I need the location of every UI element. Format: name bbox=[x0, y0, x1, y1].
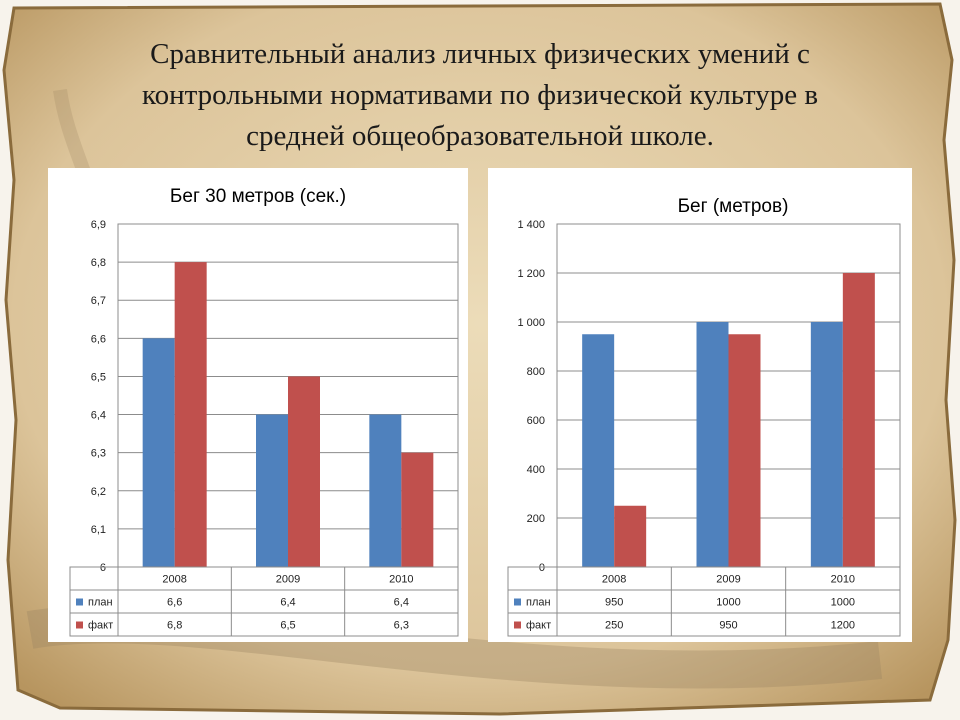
bar-план-2009 bbox=[256, 414, 288, 567]
x-category-label: 2009 bbox=[716, 574, 740, 586]
bar-факт-2008 bbox=[614, 505, 647, 567]
x-category-label: 2010 bbox=[389, 574, 413, 586]
data-label: 6,4 bbox=[394, 597, 409, 609]
data-label: 6,5 bbox=[280, 620, 295, 632]
bar-план-2008 bbox=[142, 338, 175, 567]
y-tick-label: 6,2 bbox=[91, 486, 106, 498]
y-tick-label: 6,7 bbox=[91, 295, 106, 307]
y-tick-label: 400 bbox=[527, 464, 545, 476]
data-label: 1200 bbox=[831, 620, 855, 632]
x-category-label: 2009 bbox=[276, 574, 300, 586]
y-tick-label: 6,1 bbox=[91, 524, 106, 536]
y-tick-label: 1 000 bbox=[517, 317, 545, 329]
chart-title: Бег (метров) bbox=[678, 196, 789, 217]
data-label: 950 bbox=[605, 597, 623, 609]
x-category-label: 2008 bbox=[602, 574, 626, 586]
legend-swatch-факт bbox=[514, 621, 521, 629]
bar-факт-2010 bbox=[401, 452, 434, 567]
bar-факт-2008 bbox=[174, 262, 207, 567]
y-tick-label: 6 bbox=[100, 562, 106, 574]
data-label: 1000 bbox=[716, 597, 740, 609]
bar-план-2010 bbox=[369, 414, 402, 567]
data-label: 6,4 bbox=[280, 597, 295, 609]
x-category-label: 2010 bbox=[831, 574, 855, 586]
y-tick-label: 6,4 bbox=[91, 410, 106, 422]
data-label: 6,3 bbox=[394, 620, 409, 632]
legend-label: план bbox=[526, 597, 551, 609]
legend-swatch-план bbox=[514, 598, 521, 606]
legend-label: факт bbox=[526, 620, 551, 632]
x-category-label: 2008 bbox=[162, 574, 186, 586]
chart-panel-run-meters: Бег (метров) 0 200 400 600 800 1 000 1 200 1 400… bbox=[488, 168, 912, 642]
chart-title: Бег 30 метров (сек.) bbox=[170, 186, 346, 207]
slide-title: Сравнительный анализ личных физических у… bbox=[80, 34, 880, 157]
legend-label: план bbox=[88, 597, 113, 609]
y-tick-label: 6,6 bbox=[91, 333, 106, 345]
y-tick-label: 200 bbox=[527, 513, 545, 525]
chart-panel-run-30m: Бег 30 метров (сек.) 6 6,1 6,2 6,3 6,4 6,5 6,6 6… bbox=[48, 168, 468, 642]
chart-run-meters: Бег (метров) 0 200 400 600 800 1 000 1 200 1 400… bbox=[507, 196, 901, 637]
bar-план-2010 bbox=[810, 322, 843, 567]
y-tick-label: 6,9 bbox=[91, 219, 106, 231]
data-label: 950 bbox=[719, 620, 737, 632]
y-tick-label: 6,8 bbox=[91, 257, 106, 269]
legend-swatch-факт bbox=[76, 621, 83, 629]
bar-факт-2010 bbox=[842, 273, 875, 567]
legend-swatch-план bbox=[76, 598, 83, 606]
y-tick-label: 6,3 bbox=[91, 448, 106, 460]
y-tick-label: 800 bbox=[527, 366, 545, 378]
bar-план-2009 bbox=[696, 322, 729, 567]
bar-факт-2009 bbox=[728, 334, 761, 567]
y-tick-label: 1 200 bbox=[517, 268, 545, 280]
legend-label: факт bbox=[88, 620, 113, 632]
y-tick-label: 600 bbox=[527, 415, 545, 427]
y-tick-label: 1 400 bbox=[517, 219, 545, 231]
data-label: 1000 bbox=[831, 597, 855, 609]
data-label: 6,8 bbox=[167, 620, 182, 632]
chart-run-30m: Бег 30 метров (сек.) 6 6,1 6,2 6,3 6,4 6,5 6,6 6… bbox=[69, 186, 459, 637]
y-tick-label: 6,5 bbox=[91, 371, 106, 383]
slide-title-line-1: Сравнительный анализ личных физических у… bbox=[150, 38, 810, 70]
slide-title-line-2: контрольными нормативами по физической к… bbox=[141, 79, 819, 111]
slide-title-line-3: средней общеобразовательной школе. bbox=[246, 120, 714, 152]
bar-факт-2009 bbox=[288, 376, 320, 567]
data-label: 250 bbox=[605, 620, 623, 632]
y-tick-label: 0 bbox=[539, 562, 545, 574]
data-label: 6,6 bbox=[167, 597, 182, 609]
bar-план-2008 bbox=[582, 334, 615, 567]
